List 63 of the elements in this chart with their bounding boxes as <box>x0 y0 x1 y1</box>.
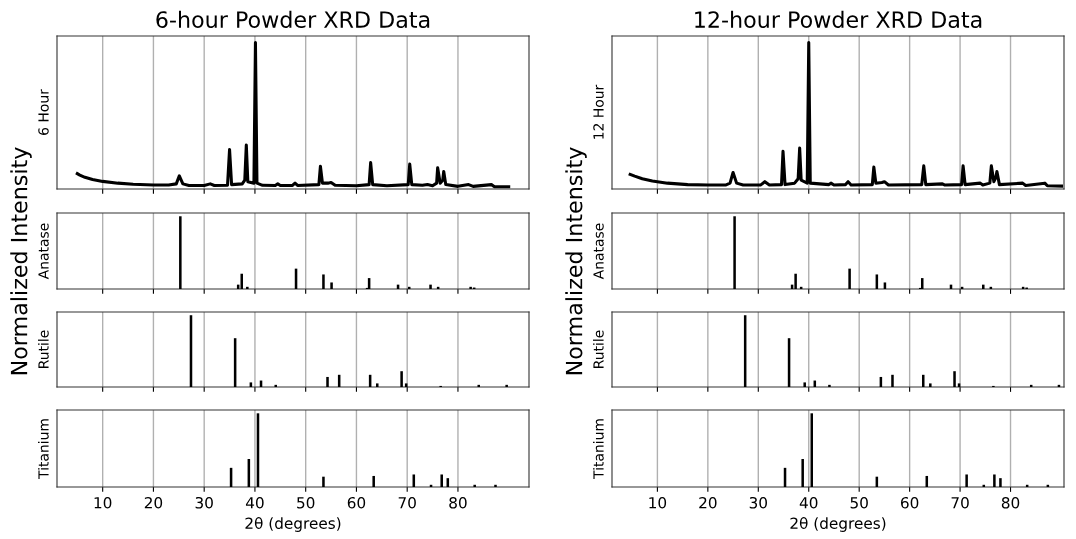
bar <box>993 474 996 487</box>
bar <box>473 484 476 487</box>
y-axis-title: 6 Hour <box>38 89 49 135</box>
chart-title: 6-hour Powder XRD Data <box>156 10 430 28</box>
text: Normalized Intensity <box>10 147 32 375</box>
y-axis-title: Titanium <box>593 419 604 479</box>
bar <box>330 282 333 289</box>
y-axis-title: Rutile <box>38 330 49 368</box>
bar <box>469 286 472 289</box>
x-tick-label: 80 <box>449 496 467 509</box>
bar <box>733 216 736 289</box>
x-tick-label: 30 <box>195 496 213 509</box>
x-tick-label: 10 <box>94 496 112 509</box>
bar <box>828 384 831 387</box>
x-axis-title: 2θ (degrees) <box>245 517 341 532</box>
bar <box>929 383 932 387</box>
bar <box>322 476 325 487</box>
y-axis-title: Titanium <box>38 419 49 479</box>
bar <box>891 374 894 387</box>
x-tick-label: 50 <box>850 496 868 509</box>
bar <box>372 475 375 487</box>
bar <box>240 273 244 289</box>
y-axis-title: Anatase <box>38 223 49 280</box>
bar <box>440 474 443 487</box>
x-tick-label: 50 <box>297 496 315 509</box>
y-axis-title: Rutile <box>593 330 604 368</box>
x-tick-label: 60 <box>347 496 366 509</box>
bar <box>322 274 325 289</box>
bar <box>326 376 329 387</box>
bar <box>400 371 403 387</box>
text: Normalized Intensity <box>565 147 587 375</box>
bar <box>921 374 925 387</box>
x-tick-label: 70 <box>951 496 969 509</box>
x-axis-title: 2θ (degrees) <box>790 517 886 532</box>
bar <box>794 273 797 289</box>
bar <box>505 384 508 387</box>
chart-title: 12-hour Powder XRD Data <box>695 10 982 28</box>
bar <box>965 474 968 487</box>
x-tick-label: 20 <box>699 496 717 509</box>
x-tick-label: 10 <box>649 496 667 509</box>
bar <box>477 384 481 387</box>
bar <box>375 383 379 387</box>
x-tick-label: 60 <box>900 496 919 509</box>
bar <box>494 484 497 487</box>
x-tick-label: 40 <box>245 496 264 509</box>
x-tick-label: 20 <box>144 496 163 509</box>
bar <box>801 459 804 487</box>
x-tick-label: 40 <box>799 496 818 509</box>
bar <box>999 478 1002 487</box>
bar <box>848 268 851 289</box>
bar <box>246 286 249 289</box>
x-tick-label: 70 <box>398 496 416 509</box>
x-tick-label: 80 <box>1001 496 1020 509</box>
y-axis-title: Anatase <box>593 223 604 280</box>
bar <box>179 216 182 289</box>
bar <box>274 384 278 387</box>
bar <box>953 371 956 387</box>
bar <box>920 278 924 289</box>
y-axis-title: 12 Hour <box>593 84 604 139</box>
bar <box>429 284 432 289</box>
x-tick-label: 30 <box>749 496 767 509</box>
bar <box>803 382 806 387</box>
bar <box>982 284 985 289</box>
